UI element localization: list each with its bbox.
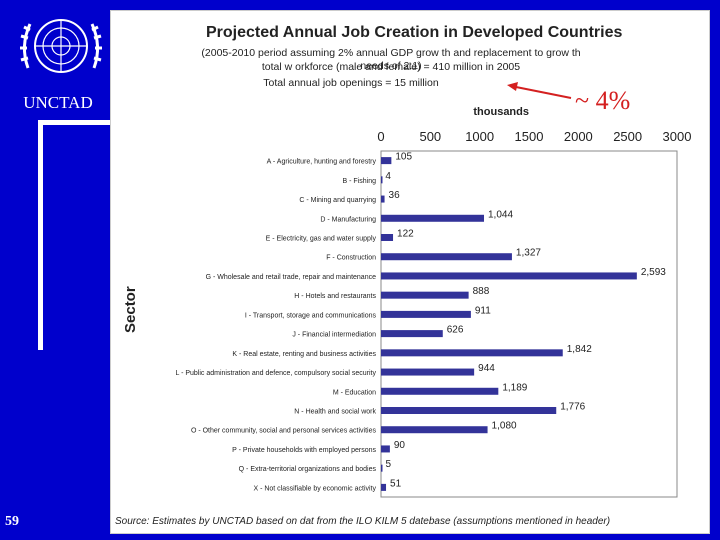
- data-label: 122: [397, 229, 414, 240]
- category-label: N - Health and social work: [294, 409, 376, 416]
- x-tick-label: 500: [419, 129, 441, 144]
- bar: [381, 426, 488, 434]
- data-label: 51: [390, 478, 402, 489]
- category-label: F - Construction: [326, 255, 376, 262]
- x-tick-label: 1500: [515, 129, 544, 144]
- data-label: 944: [478, 363, 495, 374]
- data-label: 2,593: [641, 267, 666, 278]
- subtitle-workforce: total w orkforce (male and female) = 410…: [261, 61, 521, 73]
- category-label: O - Other community, social and personal…: [191, 428, 377, 435]
- data-label: 1,044: [488, 209, 513, 220]
- decorative-rule: [38, 120, 118, 125]
- bar: [381, 349, 563, 357]
- bar: [381, 483, 387, 491]
- data-label: 1,842: [567, 344, 592, 355]
- data-label: 626: [447, 325, 464, 336]
- category-label: C - Mining and quarrying: [299, 197, 376, 204]
- category-label: M - Education: [333, 389, 376, 396]
- category-label: G - Wholesale and retail trade, repair a…: [206, 274, 377, 281]
- bar: [381, 176, 383, 184]
- callout-arrow: [510, 85, 572, 99]
- data-label: 36: [389, 190, 401, 201]
- bar: [381, 272, 637, 280]
- category-label: I - Transport, storage and communication…: [245, 312, 377, 319]
- category-label: H - Hotels and restaurants: [294, 293, 376, 300]
- org-name: UNCTAD: [23, 93, 93, 112]
- category-label: A - Agriculture, hunting and forestry: [267, 159, 377, 166]
- data-label: 90: [394, 440, 406, 451]
- bar: [381, 234, 394, 241]
- subtitle-assumptions: (2005-2010 period assuming 2% annual GDP…: [201, 47, 581, 72]
- source-note: Source: Estimates by UNCTAD based on dat…: [115, 516, 611, 527]
- category-label: L - Public administration and defence, c…: [175, 370, 376, 377]
- left-rail: UNCTAD 59: [0, 0, 118, 540]
- data-label: 911: [475, 305, 491, 316]
- slide-number: 59: [5, 514, 19, 529]
- x-tick-label: 2500: [613, 129, 642, 144]
- bar: [381, 407, 557, 414]
- category-label: B - Fishing: [343, 178, 377, 185]
- bar: [381, 195, 385, 203]
- bar: [381, 291, 469, 299]
- callout-percent: ~ 4%: [575, 86, 631, 115]
- category-label: K - Real estate, renting and business ac…: [232, 351, 376, 358]
- data-label: 1,327: [516, 248, 541, 259]
- category-label: J - Financial intermediation: [292, 332, 376, 339]
- data-label: 888: [473, 286, 490, 297]
- decorative-rule-vertical: [38, 122, 43, 350]
- un-emblem-icon: [20, 19, 102, 73]
- bar: [381, 214, 485, 222]
- x-axis-label: thousands: [473, 106, 529, 118]
- bar: [381, 157, 392, 165]
- data-label: 5: [385, 459, 391, 470]
- x-tick-label: 3000: [663, 129, 692, 144]
- plot-area: [380, 150, 678, 498]
- category-label: D - Manufacturing: [320, 216, 376, 223]
- x-tick-label: 0: [377, 129, 384, 144]
- x-tick-label: 1000: [465, 129, 494, 144]
- y-axis-label: Sector: [122, 286, 139, 333]
- category-label: X - Not classifiable by economic activit…: [253, 485, 376, 492]
- category-label: P - Private households with employed per…: [232, 447, 376, 454]
- subtitle-openings: Total annual job openings = 15 million: [263, 77, 439, 89]
- bar: [381, 330, 443, 338]
- bar-chart: Sector thousands 0 500 1000 1500 2000 2500 300…: [122, 82, 692, 498]
- bar: [381, 445, 390, 453]
- data-label: 1,080: [492, 421, 517, 432]
- category-label: E - Electricity, gas and water supply: [266, 236, 377, 243]
- bar: [381, 310, 471, 318]
- bar: [381, 253, 512, 261]
- bar: [381, 368, 475, 376]
- x-tick-label: 2000: [564, 129, 593, 144]
- data-label: 1,776: [560, 402, 585, 413]
- data-label: 105: [395, 152, 412, 163]
- category-label: Q - Extra-territorial organizations and …: [239, 466, 377, 473]
- data-label: 4: [385, 171, 391, 182]
- callout-arrowhead: [507, 82, 518, 91]
- bar: [381, 464, 383, 472]
- data-label: 1,189: [502, 382, 527, 393]
- bar: [381, 387, 499, 395]
- chart-title: Projected Annual Job Creation in Develop…: [206, 24, 623, 41]
- chart-panel: Projected Annual Job Creation in Develop…: [110, 10, 710, 534]
